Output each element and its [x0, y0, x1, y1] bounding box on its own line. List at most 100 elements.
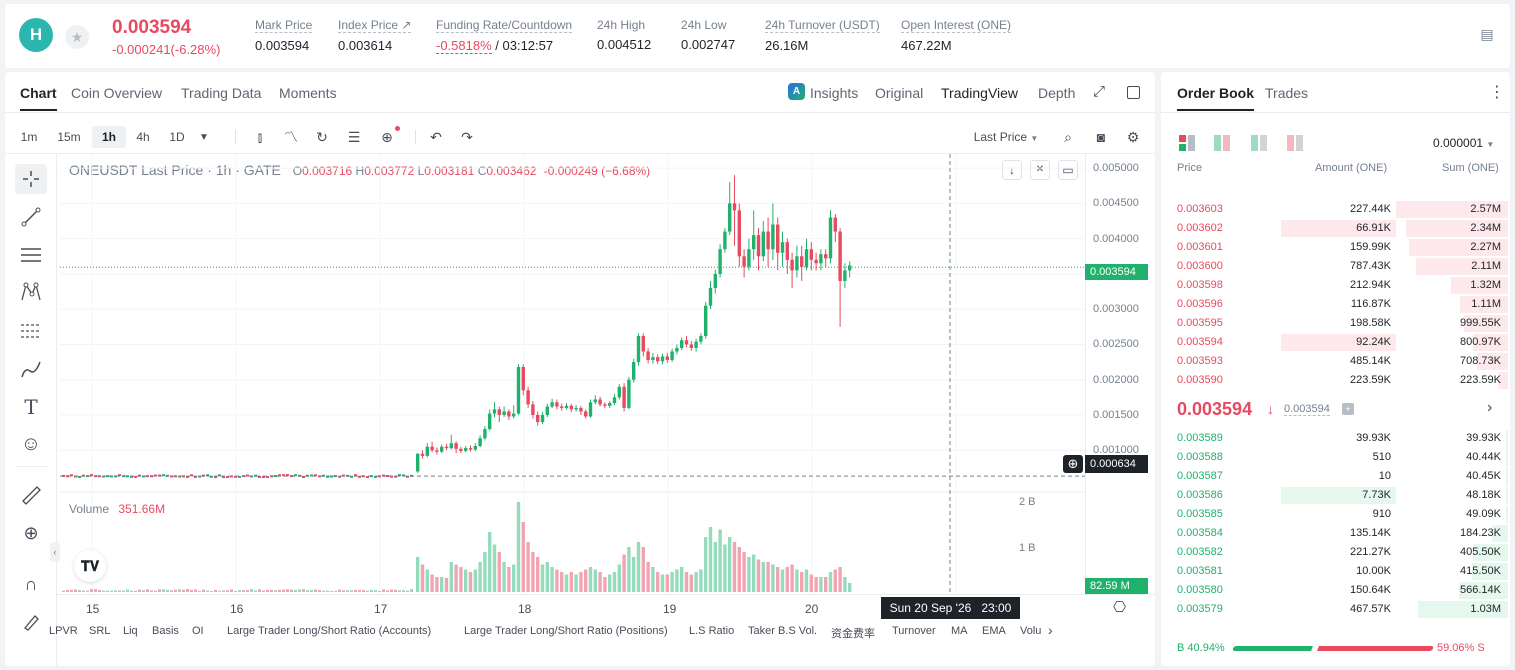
ask-row[interactable]: 0.003598 212.94K 1.32M [1161, 276, 1510, 295]
redo-icon[interactable]: ↷ [461, 128, 473, 145]
stat-24h-turnover[interactable]: 24h Turnover (USDT) 26.16M [765, 18, 880, 53]
indicator-funding-rate[interactable]: 资金费率 [831, 628, 875, 640]
indicator-lpvr[interactable]: LPVR [49, 625, 78, 637]
book-icon[interactable]: ▤ [1480, 26, 1494, 42]
timeframe-dropdown-icon[interactable]: ▼ [199, 131, 209, 143]
indicator-ls-ratio[interactable]: L.S Ratio [689, 625, 735, 637]
timeframe-1d[interactable]: 1D [169, 130, 185, 144]
bid-row[interactable]: 0.003587 10 40.45K [1161, 467, 1510, 486]
stat-index-price[interactable]: Index Price ↗ 0.003614 [338, 18, 412, 53]
bid-row[interactable]: 0.003582 221.27K 405.50K [1161, 543, 1510, 562]
mid-mark-price[interactable]: 0.003594 [1284, 403, 1330, 416]
scroll-down-icon[interactable]: ↓ [1002, 160, 1022, 180]
trend-line-tool-icon[interactable] [15, 202, 47, 232]
brush-tool-icon[interactable] [15, 354, 47, 384]
tab-order-book[interactable]: Order Book [1177, 85, 1255, 111]
fullscreen-icon[interactable]: ⤢ [1093, 83, 1106, 100]
bid-row[interactable]: 0.003580 150.64K 566.14K [1161, 581, 1510, 600]
layout-both-icon[interactable] [1179, 135, 1195, 151]
timeframe-15m[interactable]: 15m [57, 130, 81, 144]
chevron-right-icon[interactable]: › [1487, 399, 1493, 416]
eraser-icon[interactable] [15, 607, 47, 637]
bid-row[interactable]: 0.003584 135.14K 184.23K [1161, 524, 1510, 543]
settings-gear-icon[interactable]: ⚙ [1126, 128, 1140, 145]
emoji-tool-icon[interactable]: ☺ [20, 432, 42, 455]
indicators-icon[interactable]: 〽 [284, 129, 298, 145]
timeframe-1m[interactable]: 1m [20, 130, 38, 144]
view-depth[interactable]: Depth [1038, 85, 1076, 101]
ask-row[interactable]: 0.003594 92.24K 800.97K [1161, 333, 1510, 352]
horizontal-lines-tool-icon[interactable] [15, 240, 47, 270]
ask-row[interactable]: 0.003596 116.87K 1.11M [1161, 295, 1510, 314]
indicator-ma[interactable]: MA [951, 625, 968, 637]
tab-coin-overview[interactable]: Coin Overview [71, 85, 163, 101]
view-original[interactable]: Original [875, 85, 924, 101]
window-icon[interactable] [1127, 86, 1140, 99]
bid-row[interactable]: 0.003586 7.73K 48.18K [1161, 486, 1510, 505]
templates-icon[interactable]: ☰ [347, 128, 361, 145]
indicator-volume[interactable]: Volu [1020, 625, 1042, 637]
indicator-oi[interactable]: OI [192, 625, 204, 637]
collapse-icon[interactable]: ✕ [1030, 160, 1050, 180]
add-alert-icon[interactable]: ⊕ [381, 128, 393, 145]
layout-bids-icon[interactable] [1251, 135, 1267, 151]
bid-row[interactable]: 0.003585 910 49.09K [1161, 505, 1510, 524]
ruler-tool-icon[interactable] [15, 480, 47, 510]
bid-row[interactable]: 0.003579 467.57K 1.03M [1161, 600, 1510, 619]
indicator-liq[interactable]: Liq [123, 625, 138, 637]
tab-moments[interactable]: Moments [279, 85, 337, 101]
tab-chart[interactable]: Chart [20, 85, 57, 111]
camera-icon[interactable]: ◙ [1096, 129, 1106, 145]
maximize-icon[interactable]: ▭ [1058, 160, 1078, 180]
tradingview-logo-icon[interactable]: 𝐓𝐕 [74, 550, 106, 582]
tab-trades[interactable]: Trades [1265, 85, 1309, 101]
stat-open-interest[interactable]: Open Interest (ONE) 467.22M [901, 18, 1012, 53]
ask-row[interactable]: 0.003600 787.43K 2.11M [1161, 257, 1510, 276]
timeframe-1h[interactable]: 1h [92, 126, 126, 148]
more-options-icon[interactable]: ⋮ [1489, 84, 1505, 101]
search-icon[interactable]: ⌕ [1064, 128, 1072, 145]
time-axis-settings-icon[interactable]: ⎔ [1113, 599, 1127, 616]
ask-row[interactable]: 0.003595 198.58K 999.55K [1161, 314, 1510, 333]
indicator-srl[interactable]: SRL [89, 625, 111, 637]
indicator-ema[interactable]: EMA [982, 625, 1006, 637]
indicator-scroll-right-icon[interactable]: › [1048, 622, 1053, 638]
indicator-trader-ratio-positions[interactable]: Large Trader Long/Short Ratio (Positions… [464, 625, 668, 637]
favorite-star-icon[interactable]: ★ [65, 25, 89, 49]
zoom-in-icon[interactable]: ⊕ [23, 522, 39, 543]
price-axis[interactable] [1085, 154, 1155, 594]
compare-icon[interactable]: ↻ [316, 128, 328, 145]
layout-split-icon[interactable] [1214, 135, 1230, 151]
add-order-icon[interactable]: ⊕ [1063, 455, 1083, 473]
text-tool-icon[interactable]: T [24, 395, 38, 419]
collapse-toolbar-icon[interactable]: ‹ [50, 542, 60, 562]
timeframe-4h[interactable]: 4h [136, 130, 150, 144]
indicator-taker-vol[interactable]: Taker B.S Vol. [748, 625, 818, 637]
crosshair-tool-icon[interactable] [15, 164, 47, 194]
stat-funding-rate[interactable]: Funding Rate/Countdown -0.5818% / 03:12:… [436, 18, 573, 54]
candle-type-icon[interactable]: ⫾ [257, 128, 263, 145]
layout-asks-icon[interactable] [1287, 135, 1303, 151]
fib-tool-icon[interactable] [15, 316, 47, 346]
ai-insights-icon[interactable]: A [788, 83, 805, 100]
indicator-turnover[interactable]: Turnover [892, 625, 936, 637]
indicator-trader-ratio-accounts[interactable]: Large Trader Long/Short Ratio (Accounts) [227, 625, 432, 637]
ask-row[interactable]: 0.003601 159.99K 2.27M [1161, 238, 1510, 257]
bid-row[interactable]: 0.003588 510 40.44K [1161, 448, 1510, 467]
price-type-select[interactable]: Last Price ▼ [973, 130, 1039, 144]
ask-row[interactable]: 0.003593 485.14K 708.73K [1161, 352, 1510, 371]
tab-trading-data[interactable]: Trading Data [181, 85, 262, 101]
ask-row[interactable]: 0.003603 227.44K 2.57M [1161, 200, 1510, 219]
pattern-tool-icon[interactable] [15, 277, 47, 307]
bid-row[interactable]: 0.003589 39.93K 39.93K [1161, 429, 1510, 448]
ask-row[interactable]: 0.003602 66.91K 2.34M [1161, 219, 1510, 238]
view-tradingview[interactable]: TradingView [941, 85, 1019, 101]
bid-row[interactable]: 0.003581 10.00K 415.50K [1161, 562, 1510, 581]
magnet-icon[interactable]: ∩ [24, 573, 38, 594]
candlestick-chart[interactable] [60, 154, 1085, 594]
stat-mark-price[interactable]: Mark Price 0.003594 [255, 18, 313, 53]
indicator-basis[interactable]: Basis [152, 625, 179, 637]
view-insights[interactable]: Insights [810, 85, 859, 101]
precision-select[interactable]: 0.000001 ▼ [1433, 136, 1495, 150]
ask-row[interactable]: 0.003590 223.59K 223.59K [1161, 371, 1510, 390]
